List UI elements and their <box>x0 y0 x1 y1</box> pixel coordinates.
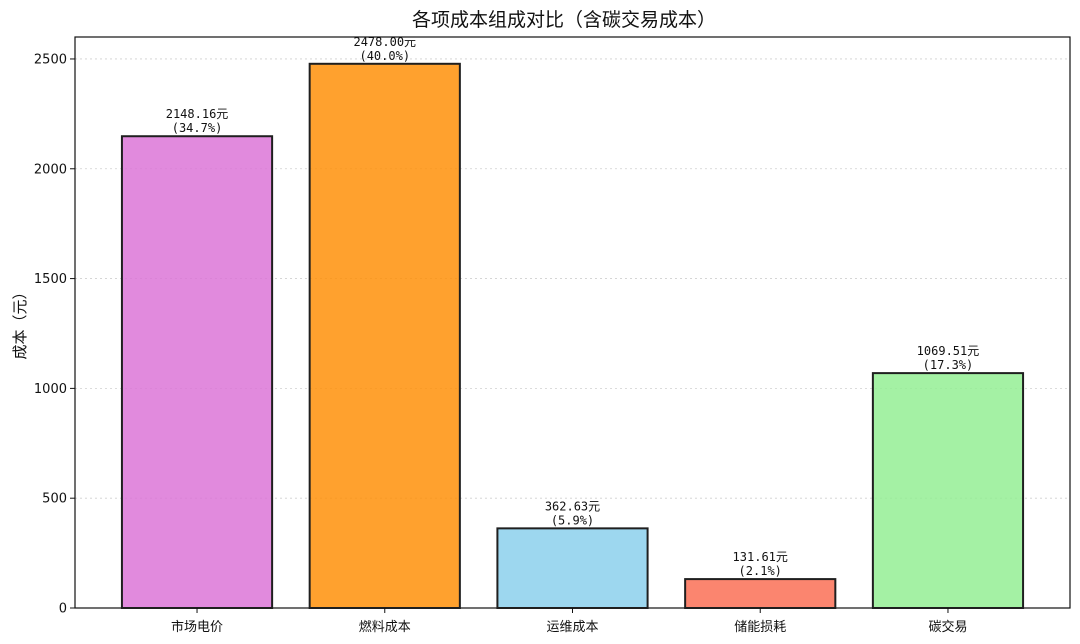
x-tick-label: 碳交易 <box>928 619 967 635</box>
y-tick-label: 2500 <box>34 52 67 67</box>
data-label-percent: (5.9%) <box>551 513 594 527</box>
chart-title: 各项成本组成对比（含碳交易成本） <box>412 9 716 31</box>
x-tick-label: 市场电价 <box>171 619 223 635</box>
x-axis-ticks: 市场电价 燃料成本 运维成本 储能损耗 碳交易 <box>171 608 967 635</box>
data-label-value: 2478.00元 <box>353 35 416 49</box>
bar <box>496 527 649 610</box>
data-label-value: 2148.16元 <box>166 107 229 121</box>
y-tick-label: 1500 <box>34 272 67 287</box>
data-label-value: 131.61元 <box>733 550 788 564</box>
data-label-percent: (34.7%) <box>172 121 223 135</box>
bar <box>308 62 461 609</box>
data-label-value: 362.63元 <box>545 499 600 513</box>
bar <box>684 578 837 610</box>
x-tick-label: 运维成本 <box>546 620 598 635</box>
y-axis-label: 成本（元） <box>11 284 29 359</box>
data-label-percent: (17.3%) <box>923 358 974 372</box>
data-label-percent: (2.1%) <box>739 564 782 578</box>
data-labels: 2148.16元(34.7%) 2478.00元(40.0%) 362.63元(5.… <box>166 35 980 578</box>
data-label-percent: (40.0%) <box>359 49 410 63</box>
bar <box>871 372 1025 609</box>
y-tick-label: 0 <box>59 602 67 617</box>
bar <box>120 135 274 609</box>
x-tick-label: 燃料成本 <box>359 619 411 635</box>
bars <box>120 62 1025 610</box>
data-label-value: 1069.51元 <box>917 344 980 358</box>
y-tick-label: 500 <box>42 492 67 507</box>
y-axis-ticks: 0 500 1000 1500 2000 2500 <box>34 52 75 617</box>
x-tick-label: 储能损耗 <box>734 620 786 635</box>
y-tick-label: 1000 <box>34 382 67 397</box>
y-tick-label: 2000 <box>34 162 67 177</box>
